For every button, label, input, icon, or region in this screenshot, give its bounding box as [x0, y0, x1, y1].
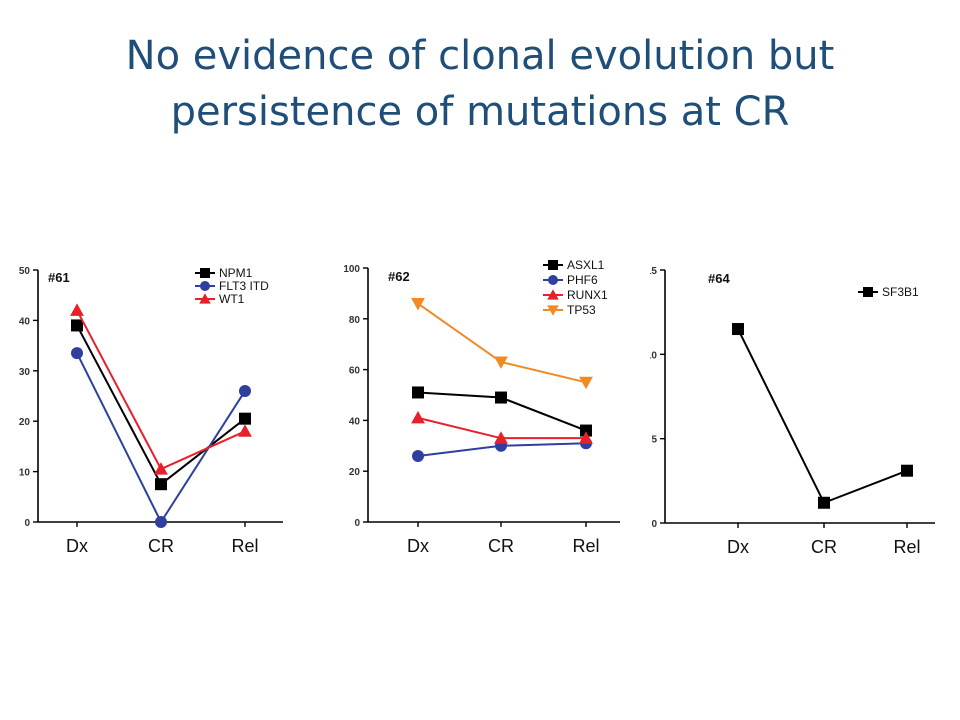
- y-tick-label: 0: [24, 518, 30, 529]
- legend-entry: TP53: [543, 303, 596, 317]
- y-tick-label: 5: [651, 435, 657, 446]
- series-line: [737, 328, 908, 505]
- legend-label: TP53: [567, 303, 596, 317]
- y-tick-label: 15: [650, 266, 657, 277]
- legend-entry: NPM1: [195, 266, 253, 280]
- series-wt1: [70, 303, 252, 475]
- data-point: [154, 462, 168, 475]
- y-tick-label: 40: [19, 316, 31, 327]
- legend-marker: [548, 260, 558, 270]
- data-point: [579, 431, 593, 444]
- data-point: [71, 347, 83, 360]
- legend-marker: [200, 281, 210, 291]
- data-point: [411, 298, 425, 311]
- data-point: [495, 391, 507, 404]
- y-tick-label: 50: [19, 266, 31, 277]
- y-tick-label: 30: [19, 367, 31, 378]
- legend-label: RUNX1: [567, 288, 608, 302]
- data-point: [239, 384, 251, 397]
- legend-entry: SF3B1: [858, 285, 919, 299]
- y-tick-label: 10: [19, 468, 31, 479]
- series-tp53: [411, 298, 593, 390]
- legend-label: NPM1: [219, 266, 253, 280]
- legend-entry: WT1: [195, 292, 245, 306]
- series-npm1: [71, 319, 251, 491]
- charts-area: 0 10 20 30 40 50 Dx CR Rel #61 NPM1 FLT3 ITD WT1 0 20…: [0, 240, 960, 570]
- data-point: [155, 478, 167, 491]
- data-point: [901, 464, 913, 477]
- chart-title: #61: [48, 270, 70, 285]
- data-point: [238, 424, 252, 437]
- series-asxl1: [412, 386, 592, 437]
- data-point: [579, 376, 593, 390]
- chart-panel-64: 0 5 10 15 Dx CR Rel #64 SF3B1: [650, 266, 935, 557]
- legend-label: FLT3 ITD: [219, 279, 269, 293]
- data-point: [732, 323, 744, 336]
- legend-marker: [199, 293, 211, 304]
- legend-entry: PHF6: [543, 273, 598, 287]
- y-tick-label: 0: [354, 518, 360, 529]
- data-point: [155, 516, 167, 528]
- chart-title: #64: [708, 271, 730, 286]
- data-point: [580, 424, 592, 437]
- x-category-label: Dx: [727, 537, 749, 557]
- series-line: [76, 309, 246, 471]
- legend-marker: [548, 275, 558, 285]
- legend-marker: [863, 287, 873, 297]
- data-point: [818, 496, 830, 509]
- data-point: [239, 412, 251, 425]
- legend-marker: [200, 268, 210, 278]
- y-tick-label: 20: [349, 467, 361, 478]
- data-point: [411, 410, 425, 424]
- legend-entry: ASXL1: [543, 258, 605, 272]
- series-runx1: [411, 410, 593, 444]
- y-tick-label: 20: [19, 417, 31, 428]
- legend-label: ASXL1: [567, 258, 605, 272]
- slide-title-line-1: No evidence of clonal evolution but: [125, 33, 835, 79]
- slide-title-line-2: persistence of mutations at CR: [170, 89, 790, 135]
- x-category-label: Rel: [231, 536, 258, 556]
- chart-title: #62: [388, 269, 410, 284]
- data-point: [71, 319, 83, 332]
- data-point: [70, 303, 84, 316]
- data-point: [494, 431, 508, 444]
- x-category-label: CR: [488, 536, 514, 556]
- legend-label: WT1: [219, 292, 245, 306]
- series-flt3-itd: [71, 347, 251, 528]
- y-tick-label: 60: [349, 366, 361, 377]
- data-point: [412, 449, 424, 462]
- x-category-label: Dx: [66, 536, 88, 556]
- y-tick-label: 80: [349, 315, 361, 326]
- x-category-label: CR: [148, 536, 174, 556]
- series-sf3b1: [732, 323, 913, 509]
- y-tick-label: 0: [651, 519, 657, 530]
- x-category-label: Rel: [893, 537, 920, 557]
- data-point: [494, 356, 508, 369]
- data-point: [412, 386, 424, 399]
- y-tick-label: 40: [349, 416, 361, 427]
- legend-marker: [547, 305, 559, 316]
- x-category-label: Rel: [572, 536, 599, 556]
- y-tick-label: 10: [650, 350, 657, 361]
- series-line: [417, 302, 587, 384]
- slide-title: No evidence of clonal evolution but pers…: [0, 28, 960, 140]
- legend-entry: RUNX1: [543, 288, 608, 302]
- legend-label: PHF6: [567, 273, 598, 287]
- legend-marker: [547, 289, 559, 300]
- legend-label: SF3B1: [882, 285, 919, 299]
- legend-entry: FLT3 ITD: [195, 279, 269, 293]
- x-category-label: CR: [811, 537, 837, 557]
- y-tick-label: 100: [343, 264, 360, 275]
- x-category-label: Dx: [407, 536, 429, 556]
